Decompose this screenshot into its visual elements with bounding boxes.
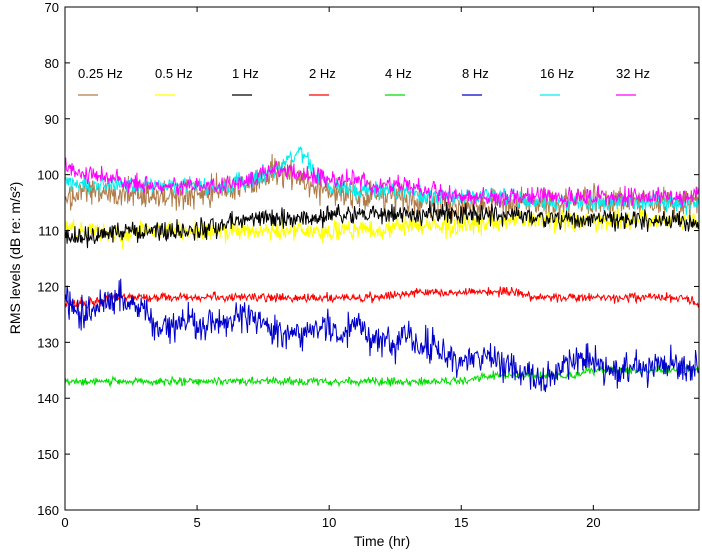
y-tick-label-9: 160 bbox=[37, 503, 59, 518]
legend-label-0: 0.25 Hz bbox=[78, 66, 123, 81]
legend-label-2: 1 Hz bbox=[232, 66, 259, 81]
y-tick-label-2: 90 bbox=[45, 112, 59, 127]
x-tick-label-2: 10 bbox=[322, 515, 336, 530]
series-layer bbox=[64, 146, 700, 393]
y-tick-label-4: 110 bbox=[38, 224, 59, 239]
x-tick-label-0: 0 bbox=[61, 515, 68, 530]
y-tick-label-7: 140 bbox=[37, 391, 59, 406]
x-tick-label-4: 20 bbox=[586, 515, 600, 530]
y-tick-label-0: 70 bbox=[45, 0, 59, 15]
x-tick-label-3: 15 bbox=[454, 515, 468, 530]
y-tick-label-1: 80 bbox=[45, 56, 59, 71]
y-tick-label-8: 150 bbox=[37, 447, 59, 462]
legend-label-5: 8 Hz bbox=[462, 66, 489, 81]
legend-label-1: 0.5 Hz bbox=[155, 66, 193, 81]
series-line-32-hz bbox=[64, 157, 700, 208]
series-line-2-hz bbox=[64, 286, 700, 309]
ticks-layer: 0 5 10 15 20 70 80 90 100 110 120 130 140 150 160 bbox=[37, 0, 699, 530]
series-line-8-hz bbox=[64, 278, 700, 393]
y-tick-label-6: 130 bbox=[37, 335, 59, 350]
legend-label-7: 32 Hz bbox=[616, 66, 650, 81]
x-axis-label: Time (hr) bbox=[354, 533, 410, 549]
series-line-1-hz bbox=[64, 200, 700, 249]
y-tick-label-3: 100 bbox=[37, 168, 59, 183]
legend: 0.25 Hz 0.5 Hz 1 Hz 2 Hz 4 Hz 8 Hz 16 Hz 32 Hz bbox=[78, 66, 650, 96]
series-line-4-hz bbox=[64, 364, 700, 388]
y-axis-label: RMS levels (dB re: m/s²) bbox=[7, 182, 23, 334]
legend-label-6: 16 Hz bbox=[540, 66, 574, 81]
y-tick-label-5: 120 bbox=[37, 279, 59, 294]
legend-label-3: 2 Hz bbox=[309, 66, 336, 81]
plot-frame bbox=[64, 6, 700, 511]
x-tick-label-1: 5 bbox=[193, 515, 200, 530]
legend-label-4: 4 Hz bbox=[385, 66, 412, 81]
